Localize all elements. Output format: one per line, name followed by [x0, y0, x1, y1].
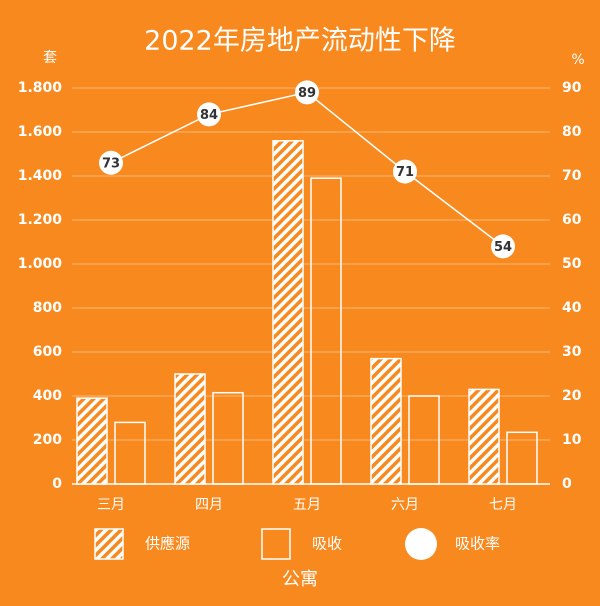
y2-tick-label: 30 [562, 344, 582, 360]
x-tick-label: 四月 [195, 497, 223, 513]
x-tick-label: 七月 [489, 497, 517, 513]
bar [370, 357, 402, 485]
y-tick-label: 1.400 [18, 168, 63, 184]
y-tick-label: 1.000 [18, 256, 63, 272]
point [393, 159, 417, 184]
bar [408, 395, 440, 485]
y2-tick-label: 20 [562, 388, 582, 404]
y2-tick-label: 50 [562, 256, 582, 272]
y-axis-label: 套 [43, 50, 57, 66]
y-tick-label: 600 [33, 344, 62, 360]
legend-marker [94, 528, 124, 560]
y-tick-label: 400 [33, 388, 62, 404]
bar [174, 373, 206, 485]
chart-title: 2022年房地产流动性下降 [144, 26, 456, 57]
y2-tick-label: 40 [562, 300, 582, 316]
bar [310, 177, 342, 485]
y-tick-label: 200 [33, 432, 62, 448]
data-label: 71 [396, 165, 414, 180]
legend-marker [261, 528, 291, 560]
point [491, 234, 515, 259]
y2-axis-label: % [571, 52, 584, 68]
y-tick-label: 800 [33, 300, 62, 316]
legend-marker [405, 528, 437, 560]
y-tick-label: 1.600 [18, 124, 63, 140]
y2-tick-label: 60 [562, 212, 582, 228]
data-label: 84 [200, 108, 218, 123]
y2-tick-label: 70 [562, 168, 582, 184]
bar [114, 421, 146, 485]
point [295, 80, 319, 105]
y2-tick-label: 80 [562, 124, 582, 140]
data-label: 54 [494, 240, 512, 255]
y2-tick-label: 10 [562, 432, 582, 448]
x-tick-label: 六月 [391, 497, 419, 513]
bar [468, 388, 500, 485]
y2-tick-label: 90 [562, 80, 582, 96]
point [99, 150, 123, 175]
bar [272, 140, 304, 485]
legend-label: 供應源 [145, 535, 190, 553]
x-tick-label: 三月 [97, 497, 125, 513]
y-tick-label: 1.200 [18, 212, 63, 228]
x-axis-label: 公寓 [282, 569, 318, 590]
bar [212, 391, 244, 485]
y2-tick-label: 0 [562, 476, 572, 492]
y-tick-label: 1.800 [18, 80, 63, 96]
legend-label: 吸收率 [455, 535, 500, 553]
bar [506, 431, 538, 485]
bar [76, 397, 108, 485]
y-tick-label: 0 [52, 476, 62, 492]
data-label: 89 [298, 86, 316, 101]
legend-label: 吸收 [312, 535, 342, 553]
data-label: 73 [102, 156, 120, 171]
point [197, 102, 221, 127]
x-tick-label: 五月 [293, 497, 321, 513]
